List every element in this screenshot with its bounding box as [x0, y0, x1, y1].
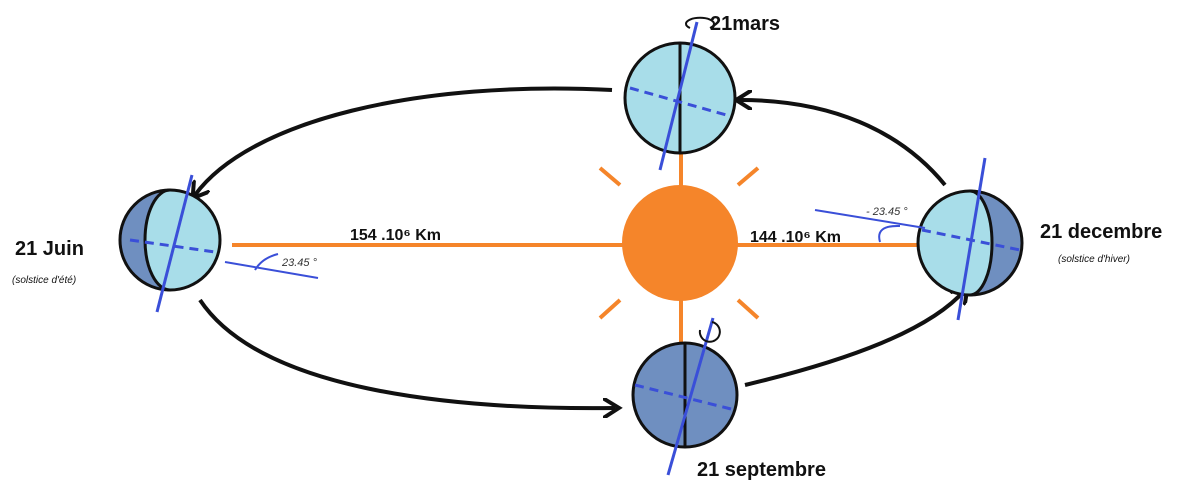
angle-june: 23.45 ° [281, 257, 318, 269]
label-june: 21 Juin [15, 238, 84, 260]
label-december: 21 decembre [1040, 221, 1162, 243]
earth-december [814, 157, 1024, 321]
angle-december: - 23.45 ° [866, 206, 908, 218]
earth-march [623, 16, 737, 171]
earth-september [631, 317, 739, 476]
sun [232, 150, 920, 345]
label-march: 21mars [710, 13, 780, 35]
orbit [195, 86, 965, 408]
distance-near: 144 .10⁶ Km [750, 229, 841, 246]
label-june-note: (solstice d'été) [12, 275, 76, 286]
label-september: 21 septembre [697, 459, 826, 481]
distance-far: 154 .10⁶ Km [350, 227, 441, 244]
label-december-note: (solstice d'hiver) [1058, 254, 1130, 265]
earth-june [118, 174, 319, 313]
